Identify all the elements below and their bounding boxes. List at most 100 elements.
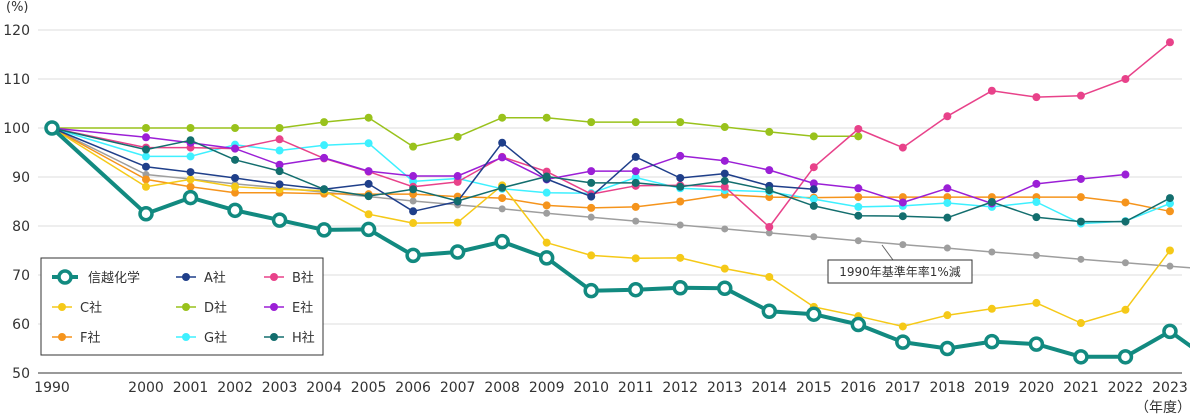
data-point: [186, 152, 195, 161]
data-point: [364, 210, 373, 219]
data-point: [1121, 75, 1130, 83]
data-point: [364, 139, 373, 148]
data-point: [275, 124, 284, 132]
legend-swatch-marker: [57, 269, 73, 285]
data-point: [320, 153, 329, 162]
data-point: [364, 192, 373, 201]
legend-swatch-marker: [58, 303, 66, 311]
data-point: [676, 182, 685, 191]
data-point: [498, 153, 507, 162]
data-point: [988, 248, 996, 256]
data-point: [186, 136, 195, 145]
series-layer: [44, 38, 1190, 365]
data-point: [409, 142, 418, 151]
legend-label: D社: [204, 300, 227, 316]
data-point: [854, 124, 863, 133]
data-point: [1073, 349, 1089, 365]
x-tick-label: 2021: [1063, 380, 1099, 396]
data-point: [761, 303, 778, 320]
data-point: [498, 183, 507, 192]
data-point: [409, 207, 418, 216]
data-point: [453, 177, 462, 186]
legend-label: B社: [292, 270, 314, 286]
annotation-leader: [881, 244, 894, 261]
data-point: [854, 202, 863, 211]
x-tick-label: 2004: [306, 380, 342, 396]
data-point: [1032, 197, 1041, 206]
x-tick-label: 2003: [262, 380, 298, 396]
data-point: [542, 238, 551, 247]
legend-label: C社: [80, 300, 102, 316]
data-point: [453, 218, 462, 227]
data-point: [498, 194, 507, 203]
y-tick-label: 70: [12, 268, 30, 284]
data-point: [676, 173, 685, 182]
data-point: [720, 182, 729, 191]
data-point: [720, 176, 729, 185]
legend-item: D社: [176, 300, 227, 316]
data-point: [453, 197, 462, 206]
legend-swatch-marker: [182, 303, 190, 311]
data-point: [854, 237, 862, 245]
data-point: [627, 281, 644, 298]
data-point: [1165, 194, 1174, 203]
y-tick-label: 100: [3, 121, 30, 137]
data-point: [587, 213, 595, 221]
legend-swatch-marker: [270, 333, 278, 341]
data-point: [142, 133, 150, 142]
data-point: [632, 217, 640, 225]
x-tick-label: 2010: [573, 380, 609, 396]
data-point: [409, 172, 418, 181]
legend-item: A社: [176, 270, 226, 286]
data-point: [631, 202, 640, 211]
data-point: [809, 185, 818, 194]
data-point: [587, 251, 596, 260]
data-point: [587, 192, 596, 201]
legend-swatch-marker: [182, 333, 190, 341]
x-tick-label: 2020: [1019, 380, 1055, 396]
data-point: [720, 264, 729, 273]
data-point: [1166, 262, 1174, 270]
data-point: [939, 340, 956, 357]
legend-swatch-marker: [182, 273, 190, 281]
data-point: [360, 221, 377, 238]
data-point: [142, 145, 150, 154]
series-line: [51, 127, 1126, 205]
data-point: [498, 113, 507, 122]
data-point: [587, 167, 596, 176]
data-point: [1121, 217, 1130, 226]
data-point: [854, 193, 863, 202]
data-point: [449, 244, 466, 260]
data-point: [676, 253, 685, 262]
data-point: [182, 189, 199, 206]
data-point: [320, 141, 329, 150]
data-point: [583, 282, 599, 299]
x-tick-label: 2009: [529, 380, 565, 396]
data-point: [498, 205, 506, 213]
data-point: [984, 333, 1000, 350]
data-point: [898, 143, 907, 152]
series-2: [48, 38, 1174, 231]
x-tick-label: 2011: [618, 380, 654, 396]
data-point: [186, 182, 195, 191]
legend-label: 信越化学: [88, 270, 140, 286]
data-point: [987, 86, 996, 95]
y-tick-label: 110: [3, 72, 30, 88]
legend-item: F社: [52, 330, 100, 346]
data-point: [543, 209, 551, 217]
data-point: [899, 241, 907, 249]
data-point: [405, 247, 421, 264]
data-point: [409, 219, 418, 228]
data-point: [275, 135, 284, 144]
data-point: [364, 167, 373, 176]
data-point: [987, 197, 996, 206]
x-tick-label: 1990: [34, 380, 70, 396]
data-point: [231, 124, 240, 132]
series-1: [48, 124, 818, 216]
data-point: [1165, 246, 1174, 255]
data-point: [271, 212, 288, 228]
x-tick-label: 2022: [1108, 380, 1144, 396]
data-point: [631, 118, 640, 127]
x-tick-label: 2017: [885, 380, 921, 396]
